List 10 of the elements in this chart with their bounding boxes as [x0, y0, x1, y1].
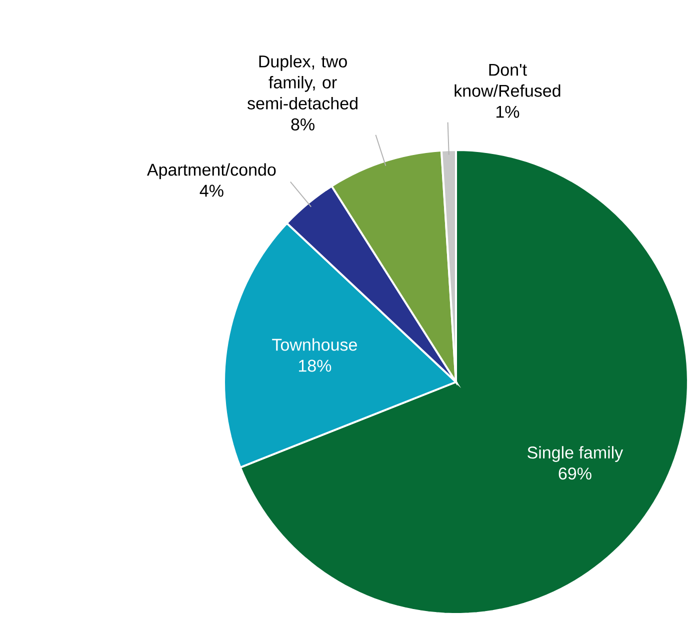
- slice-label: Townhouse: [272, 338, 357, 351]
- data-label: 4%: [200, 184, 224, 197]
- data-label: 18%: [299, 360, 332, 372]
- slice-label: Single family: [528, 446, 624, 462]
- slice-label: Apartment/condo: [146, 163, 276, 180]
- data-label: 8%: [291, 118, 314, 130]
- data-label: 1%: [496, 106, 520, 118]
- slice-label: Don't know/Refused: [454, 64, 560, 97]
- slice-label: Duplex, two family, or semi-detached: [248, 54, 358, 110]
- data-label: 69%: [558, 468, 592, 480]
